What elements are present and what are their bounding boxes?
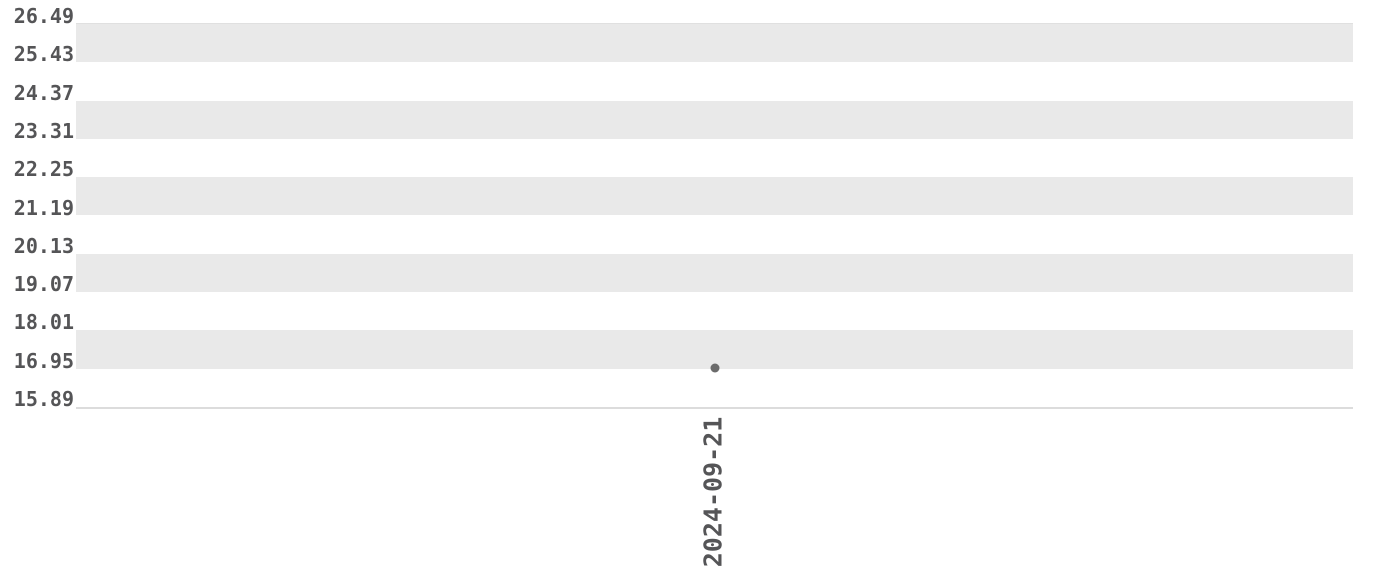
grid-band — [76, 177, 1353, 216]
grid-band — [76, 24, 1353, 63]
y-tick-label: 21.19 — [13, 195, 74, 220]
y-tick-label: 23.31 — [13, 118, 74, 143]
y-tick-label: 15.89 — [13, 387, 74, 411]
x-axis-line — [76, 407, 1353, 409]
data-point[interactable] — [710, 363, 719, 373]
y-tick-label: 20.13 — [13, 233, 74, 258]
y-tick-label: 22.25 — [13, 157, 74, 182]
top-gridline — [76, 23, 1353, 24]
plot-area — [76, 23, 1353, 409]
y-tick-label: 24.37 — [13, 80, 74, 105]
y-axis-tick-labels: 26.49 25.43 24.37 23.31 22.25 21.19 20.13 19.07… — [0, 0, 76, 580]
x-tick-label: 2024-09-21 — [698, 416, 727, 568]
y-tick-label: 19.07 — [13, 272, 74, 297]
grid-band — [76, 330, 1353, 369]
y-tick-label: 16.95 — [13, 348, 74, 373]
y-tick-label: 25.43 — [13, 42, 74, 67]
grid-band — [76, 253, 1353, 293]
y-tick-label: 26.49 — [13, 4, 74, 28]
grid-band — [76, 100, 1353, 139]
y-tick-label: 18.01 — [13, 310, 74, 335]
